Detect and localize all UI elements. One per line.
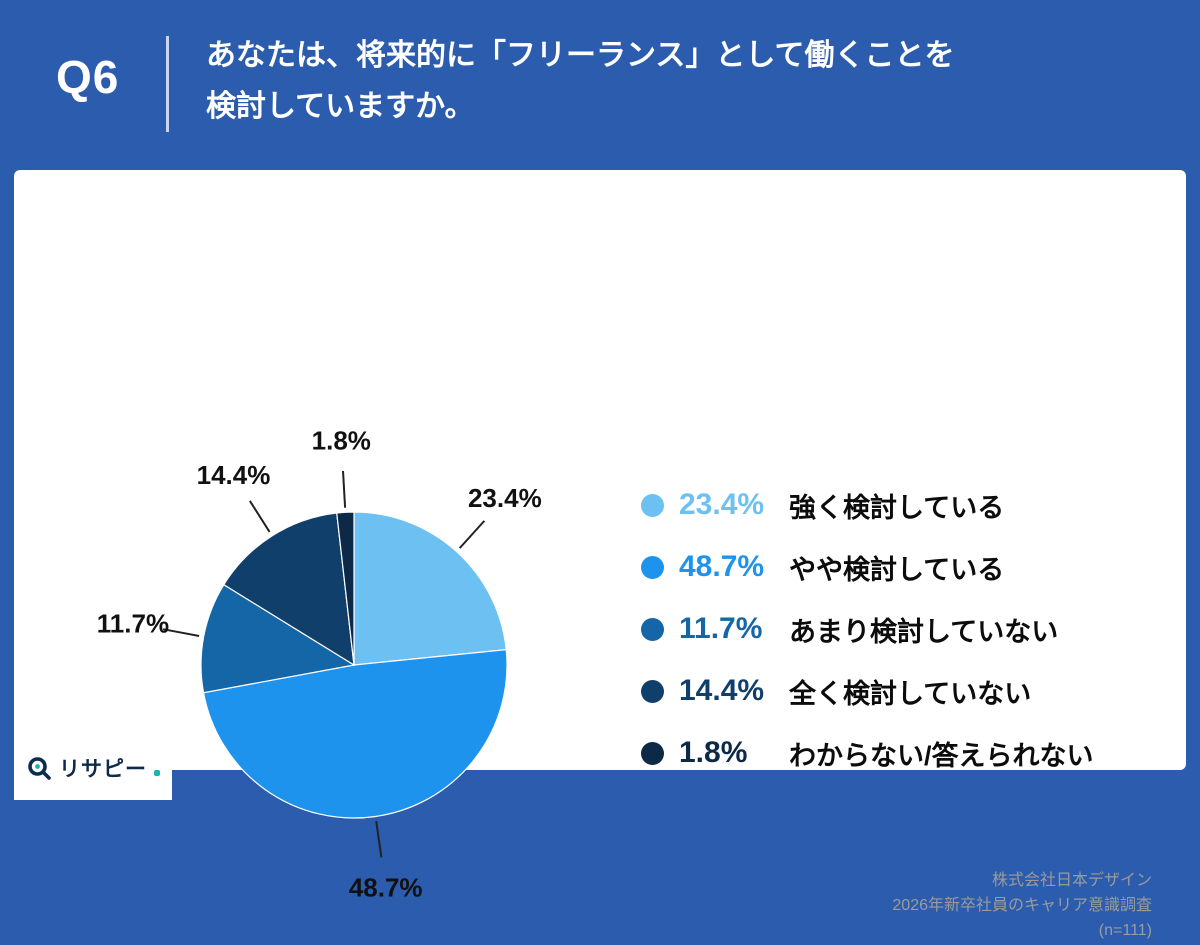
pie-slice-2 <box>200 583 356 694</box>
source-survey: 2026年新卒社員のキャリア意識調査 <box>892 897 1152 914</box>
question-header: Q6 あなたは、将来的に「フリーランス」として働くことを 検討していますか。 <box>0 0 1200 170</box>
pie-slice-3 <box>222 512 355 667</box>
legend-percent: 11.7% <box>679 612 763 645</box>
legend-label: 全く検討していない <box>789 678 1032 709</box>
pie-label-1: 48.7% <box>349 873 423 903</box>
legend-dot-icon <box>641 493 664 517</box>
legend-label: あまり検討していない <box>789 616 1059 647</box>
question-line-1: あなたは、将来的に「フリーランス」として働くことを <box>206 39 955 72</box>
label-leader-line-2 <box>162 628 200 637</box>
legend-label: 強く検討している <box>789 492 1005 523</box>
legend-item-3: 14.4% 全く検討していない <box>641 670 1094 712</box>
logo-text: リサピー <box>59 758 147 781</box>
pie-slice-0 <box>353 511 507 666</box>
label-leader-line-3 <box>249 500 271 533</box>
legend-item-4: 1.8% わからない/答えられない <box>641 732 1094 774</box>
pie-label-4: 1.8% <box>312 425 371 455</box>
legend-percent: 14.4% <box>679 674 765 707</box>
logo-dot-icon <box>154 770 160 776</box>
label-leader-line-0 <box>458 520 486 549</box>
pie-chart-svg: 23.4% 48.7% 11.7% 14.4% 1.8% <box>97 425 542 903</box>
question-line-2: 検討していますか。 <box>206 90 475 123</box>
legend-label: やや検討している <box>789 554 1005 585</box>
label-leader-line-4 <box>342 470 347 508</box>
legend-dot-icon <box>641 679 664 703</box>
legend-dot-icon <box>641 617 664 641</box>
pie-chart: 23.4% 48.7% 11.7% 14.4% 1.8% <box>54 400 654 940</box>
legend-item-1: 48.7% やや検討している <box>641 546 1094 588</box>
source-sample-size: (n=111) <box>1098 922 1152 939</box>
risapi-logo: リサピー <box>14 736 172 800</box>
legend-percent: 1.8% <box>679 736 748 769</box>
legend-dot-icon <box>641 555 664 579</box>
legend-item-2: 11.7% あまり検討していない <box>641 608 1094 650</box>
source-note: 株式会社日本デザイン 2026年新卒社員のキャリア意識調査 (n=111) <box>892 868 1152 943</box>
label-leader-line-1 <box>375 820 383 858</box>
pie-label-3: 14.4% <box>197 460 271 490</box>
legend-label: わからない/答えられない <box>789 740 1094 771</box>
legend-item-0: 23.4% 強く検討している <box>641 484 1094 526</box>
question-text: あなたは、将来的に「フリーランス」として働くことを 検討していますか。 <box>206 30 955 132</box>
chart-card: 23.4% 48.7% 11.7% 14.4% 1.8% 23.4% 強く検討している 48… <box>14 170 1186 939</box>
legend-percent: 23.4% <box>679 488 765 521</box>
pie-label-2: 11.7% <box>97 609 169 639</box>
header-divider <box>166 36 169 132</box>
question-number: Q6 <box>56 51 120 103</box>
pie-label-0: 23.4% <box>468 483 542 513</box>
legend: 23.4% 強く検討している 48.7% やや検討している 11.7% あまり検討していな… <box>641 484 1094 774</box>
magnifier-icon <box>28 757 51 780</box>
source-company: 株式会社日本デザイン <box>991 872 1152 889</box>
legend-percent: 48.7% <box>679 550 765 583</box>
legend-dot-icon <box>641 741 664 765</box>
pie-slice-4 <box>336 511 355 666</box>
